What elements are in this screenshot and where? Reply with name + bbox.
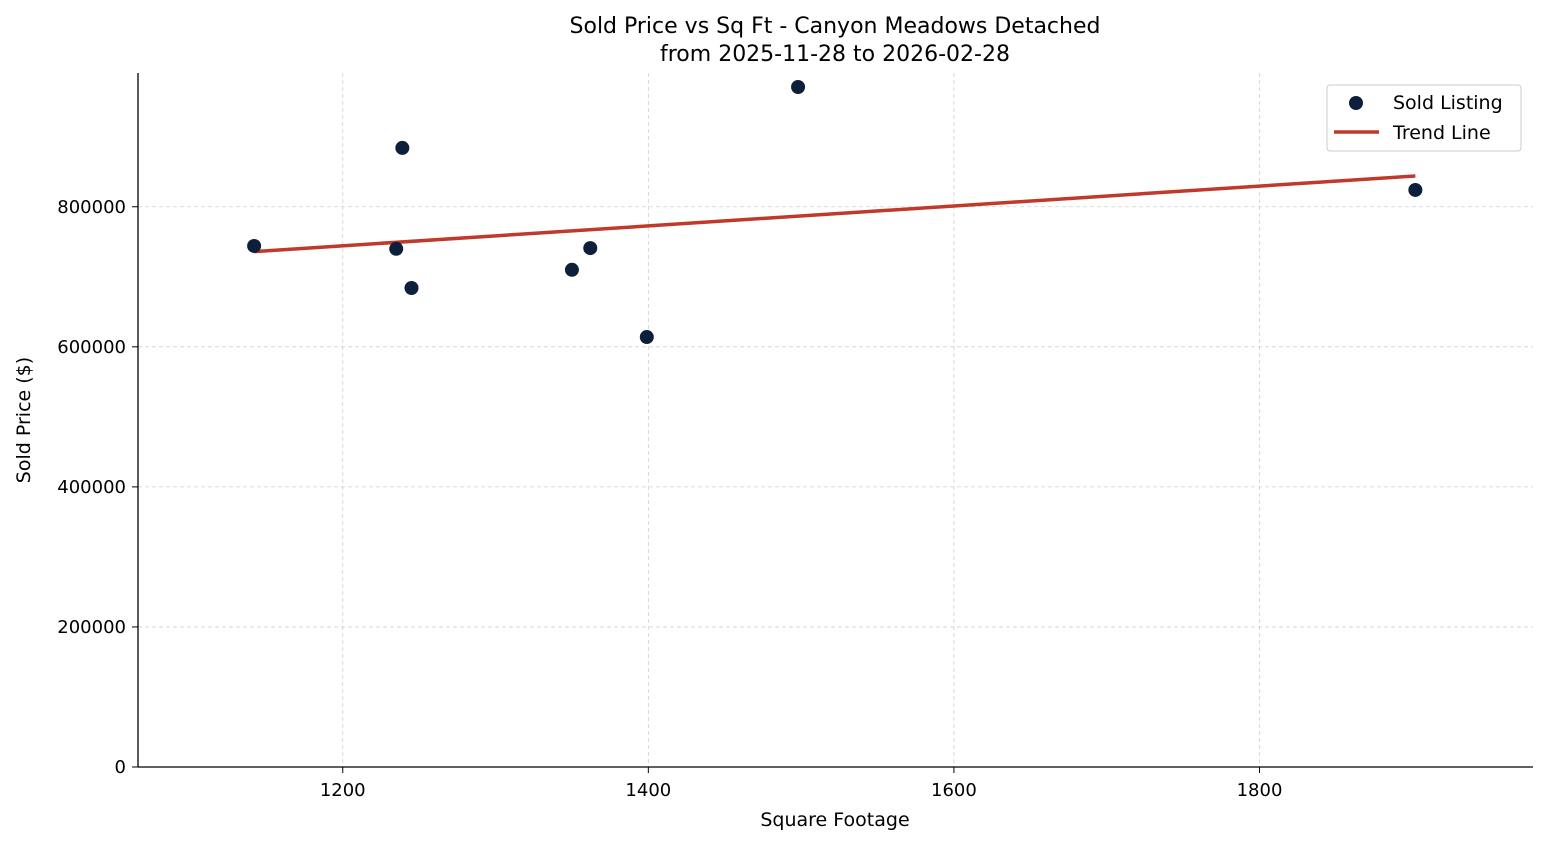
data-point [639,330,654,345]
grid [138,73,1533,767]
data-point [583,241,598,256]
legend-box [1326,84,1522,152]
legend-label-trend-line: Trend Line [1392,122,1491,144]
data-point [564,262,579,277]
y-tick-label: 0 [115,757,126,778]
data-point [389,241,404,256]
legend-label-sold-listing: Sold Listing [1393,92,1503,114]
legend: Sold Listing Trend Line [1326,84,1522,152]
ticks: 1200 1400 1600 1800 0 200000 400000 600000 80000… [57,197,1282,801]
chart-title: Sold Price vs Sq Ft - Canyon Meadows Det… [570,14,1101,39]
points-layer [247,80,1423,345]
y-tick-label: 800000 [57,197,126,218]
data-point [247,238,262,253]
trend-line [254,174,1416,254]
data-point [404,280,419,295]
data-point [791,80,806,95]
chart-subtitle: from 2025-11-28 to 2026-02-28 [660,42,1010,67]
x-tick-label: 1400 [625,780,671,801]
x-tick-label: 1600 [931,780,977,801]
y-tick-label: 400000 [57,477,126,498]
data-point [395,140,410,155]
data-point [1408,182,1423,197]
y-tick-label: 600000 [57,337,126,358]
trend-line-layer [254,174,1416,254]
y-axis-label: Sold Price ($) [13,357,35,483]
x-axis-label: Square Footage [760,809,909,831]
y-tick-label: 200000 [57,617,126,638]
x-tick-label: 1200 [320,780,366,801]
x-tick-label: 1800 [1237,780,1283,801]
legend-marker-sold-listing [1349,96,1363,110]
